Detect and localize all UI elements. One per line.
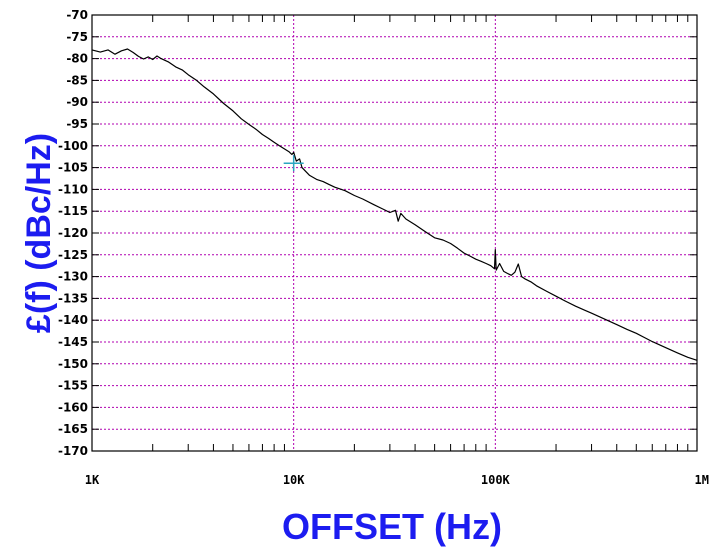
y-tick-label: -160 <box>58 400 88 414</box>
marker-crosshair <box>283 155 304 172</box>
series-line <box>91 48 698 361</box>
y-tick-label: -125 <box>58 248 88 262</box>
y-tick-label: -100 <box>58 139 88 153</box>
series-layer <box>91 48 698 361</box>
x-tick-label: 1M <box>695 473 709 487</box>
y-tick-label: -155 <box>58 379 88 393</box>
y-tick-label: -120 <box>58 226 88 240</box>
y-tick-label: -170 <box>58 444 88 458</box>
y-axis-label: £(f) (dBc/Hz) <box>20 133 58 333</box>
y-tick-label: -110 <box>58 182 88 196</box>
y-tick-label: -130 <box>58 270 88 284</box>
y-tick-label: -105 <box>58 161 88 175</box>
x-tick-label: 10K <box>283 473 305 487</box>
plot-frame <box>91 14 698 452</box>
y-tick-label: -90 <box>66 95 88 109</box>
y-tick-label: -80 <box>66 52 88 66</box>
y-tick-label: -70 <box>66 8 88 22</box>
y-tick-label: -75 <box>66 30 88 44</box>
y-tick-label: -85 <box>66 73 88 87</box>
y-tick-label: -135 <box>58 291 88 305</box>
x-axis-label: OFFSET (Hz) <box>282 506 502 547</box>
grid-layer <box>92 14 697 452</box>
y-tick-label: -150 <box>58 357 88 371</box>
x-tick-label: 100K <box>481 473 511 487</box>
y-tick-labels: -70 -75 -80 -85 -90 -95 -100 -105 -110 -115 -120 -1… <box>58 8 88 458</box>
y-tick-label: -145 <box>58 335 88 349</box>
y-tick-label: -115 <box>58 204 88 218</box>
marker-layer <box>283 155 304 172</box>
y-tick-label: -140 <box>58 313 88 327</box>
x-tick-label: 1K <box>85 473 100 487</box>
y-tick-label: -95 <box>66 117 88 131</box>
y-tick-label: -165 <box>58 422 88 436</box>
x-tick-labels: 1K 10K 100K 1M <box>85 473 709 487</box>
